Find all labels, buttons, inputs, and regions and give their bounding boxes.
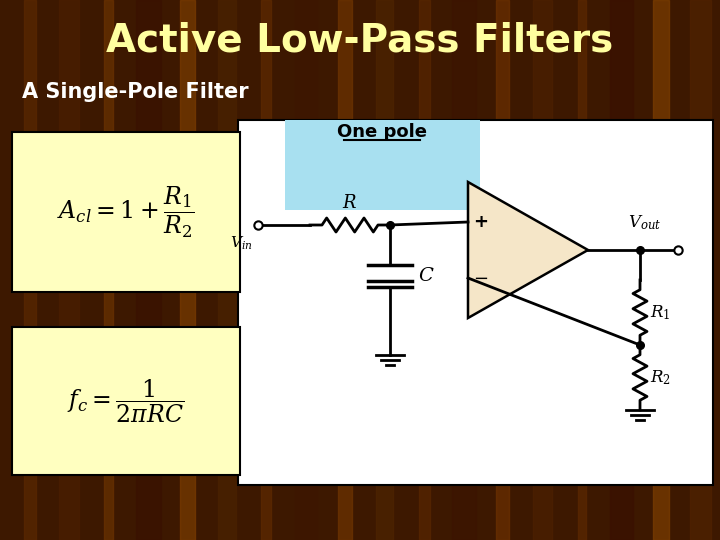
Bar [295,0,317,540]
Bar [285,120,480,210]
Text: $R_1$: $R_1$ [650,303,670,322]
Bar [451,0,475,540]
Polygon shape [468,182,588,318]
Bar [104,0,113,540]
Bar [377,0,393,540]
Text: $f_c = \dfrac{1}{2\pi RC}$: $f_c = \dfrac{1}{2\pi RC}$ [68,377,184,424]
Bar [261,0,271,540]
Bar [418,0,430,540]
Text: $R$: $R$ [343,194,358,212]
Text: $C$: $C$ [418,266,435,285]
Bar [136,0,161,540]
Bar [533,0,552,540]
Bar [180,0,195,540]
Text: Active Low-Pass Filters: Active Low-Pass Filters [107,21,613,59]
Bar [577,0,586,540]
Text: $V_{in}$: $V_{in}$ [230,235,253,252]
Bar [497,0,510,540]
Text: One pole: One pole [337,123,427,141]
Text: A Single-Pole Filter: A Single-Pole Filter [22,82,248,102]
Bar [12,327,240,475]
Text: $R_2$: $R_2$ [650,368,671,387]
Bar [218,0,236,540]
Text: $V_{out}$: $V_{out}$ [628,213,661,232]
Bar [652,0,669,540]
Bar [238,120,713,485]
Bar [690,0,711,540]
Bar [60,0,79,540]
Text: $A_{cl} = 1 + \dfrac{R_1}{R_2}$: $A_{cl} = 1 + \dfrac{R_1}{R_2}$ [57,185,195,240]
Bar [12,132,240,292]
Bar [610,0,633,540]
Bar [24,0,36,540]
Text: +: + [474,213,488,231]
Bar [338,0,352,540]
Text: $-$: $-$ [474,269,489,287]
